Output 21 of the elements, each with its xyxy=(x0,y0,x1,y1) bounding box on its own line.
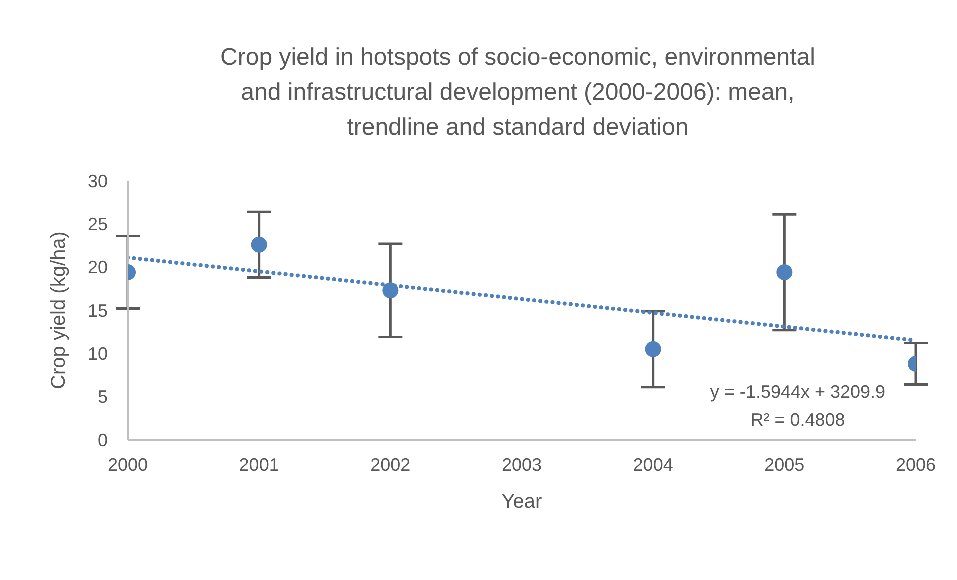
x-tick-label: 2001 xyxy=(239,454,280,475)
x-tick-label: 2005 xyxy=(764,454,805,475)
annotation: y = -1.5944x + 3209.9 xyxy=(709,381,887,404)
x-axis-title: Year xyxy=(502,491,543,513)
y-tick-label: 0 xyxy=(98,430,108,450)
y-tick-label: 20 xyxy=(88,258,108,278)
x-tick-label: 2004 xyxy=(633,454,674,475)
chart-title: Crop yield in hotspots of socio-economic, environmental and infrastructural development (2000-2006): mean, trendline and standard deviation xyxy=(220,43,816,143)
x-tick-label: 2003 xyxy=(502,454,542,475)
y-tick-label: 25 xyxy=(88,214,108,235)
y-axis-title: Crop yield (kg/ha) xyxy=(48,232,70,390)
x-tick-label: 2006 xyxy=(896,454,936,475)
x-tick-label: 2000 xyxy=(108,454,148,475)
y-tick-label: 15 xyxy=(88,300,108,321)
x-tick-label: 2002 xyxy=(370,454,411,475)
y-tick-label: 30 xyxy=(88,171,108,192)
y-tick-label: 10 xyxy=(88,344,108,364)
point xyxy=(382,282,399,299)
point xyxy=(645,341,662,358)
y-tick-label: 5 xyxy=(98,387,108,408)
annotation: R² = 0.4808 xyxy=(750,409,846,432)
